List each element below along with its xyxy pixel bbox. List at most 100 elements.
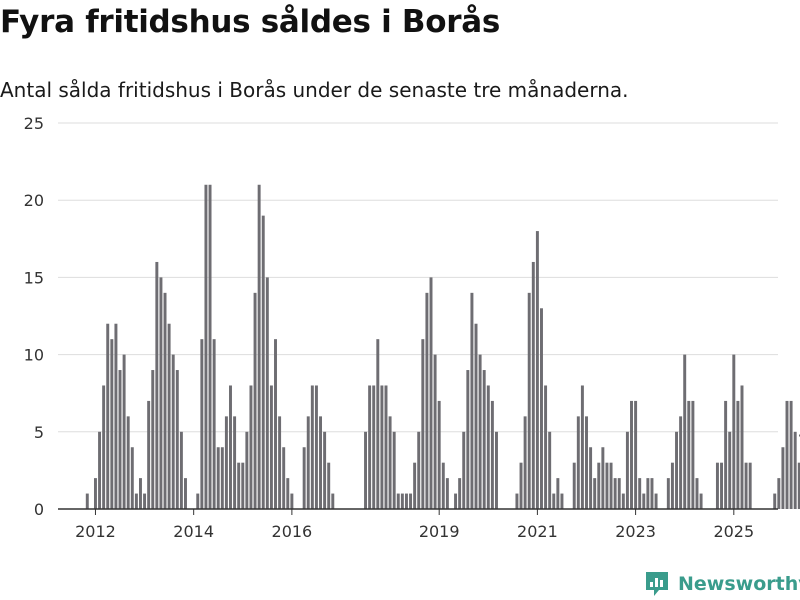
bar — [613, 478, 617, 509]
bar — [314, 385, 318, 509]
y-tick-label: 0 — [34, 500, 44, 519]
bar — [462, 431, 466, 509]
x-tick-label: 2025 — [713, 522, 754, 541]
bar — [621, 493, 625, 509]
bar — [642, 493, 646, 509]
bar — [130, 447, 134, 509]
bar — [392, 431, 396, 509]
bar — [441, 462, 445, 509]
bar — [576, 416, 580, 509]
bar — [229, 385, 232, 509]
bar — [748, 462, 752, 509]
bar — [617, 478, 621, 509]
bar — [126, 416, 130, 509]
bar — [200, 339, 204, 509]
x-tick-label: 2021 — [517, 522, 558, 541]
bar — [666, 478, 670, 509]
bar — [118, 370, 122, 509]
bar — [495, 431, 498, 509]
data-label: 4 — [799, 425, 800, 443]
bar — [785, 400, 789, 509]
bar — [376, 339, 380, 509]
axes: 051015202542012201420162019202120232025 — [24, 114, 800, 541]
bar — [486, 385, 490, 509]
bar — [638, 478, 642, 509]
bar — [204, 184, 208, 509]
bar — [425, 292, 429, 509]
bar — [552, 493, 556, 509]
bar — [515, 493, 519, 509]
bar — [208, 184, 212, 509]
bar — [388, 416, 392, 509]
bar — [257, 184, 261, 509]
chart-subtitle: Antal sålda fritidshus i Borås under de … — [0, 78, 629, 102]
x-tick-label: 2023 — [615, 522, 656, 541]
bar — [282, 447, 286, 509]
x-tick-label: 2016 — [272, 522, 313, 541]
bar — [777, 478, 781, 509]
bar — [601, 447, 605, 509]
bar — [102, 385, 106, 509]
bar — [699, 493, 703, 509]
bar — [650, 478, 654, 509]
bar — [429, 277, 433, 509]
bar — [715, 462, 719, 509]
bar — [646, 478, 650, 509]
bar — [421, 339, 425, 509]
bar — [151, 370, 155, 509]
bar — [269, 385, 273, 509]
y-tick-label: 25 — [24, 114, 44, 133]
y-tick-label: 10 — [24, 346, 44, 365]
bar — [364, 431, 368, 509]
bar — [589, 447, 593, 509]
bar — [728, 431, 732, 509]
bar — [249, 385, 253, 509]
bar — [580, 385, 584, 509]
bar — [593, 478, 597, 509]
bar — [773, 493, 777, 509]
bar — [404, 493, 408, 509]
bar — [159, 277, 163, 509]
bar — [237, 462, 241, 509]
bar — [302, 447, 306, 509]
bar — [93, 478, 97, 509]
bar — [175, 370, 179, 509]
bar — [241, 462, 245, 509]
bar — [679, 416, 683, 509]
y-tick-label: 20 — [24, 191, 44, 210]
bar — [691, 400, 695, 509]
bar — [740, 385, 744, 509]
bar — [470, 292, 474, 509]
bar — [695, 478, 699, 509]
bar — [458, 478, 462, 509]
bar — [478, 354, 482, 509]
bar — [216, 447, 220, 509]
bar — [278, 416, 282, 509]
bar — [179, 431, 183, 509]
bar — [417, 431, 421, 509]
bar — [409, 493, 413, 509]
bar — [482, 370, 486, 509]
bar — [535, 231, 539, 509]
bar — [720, 462, 724, 509]
bar — [437, 400, 441, 509]
bar — [368, 385, 372, 509]
bar — [310, 385, 314, 509]
bar — [609, 462, 613, 509]
bar — [167, 323, 171, 509]
bar — [233, 416, 237, 509]
bar — [597, 462, 601, 509]
bar — [290, 493, 294, 509]
newsworthy-brand[interactable]: Newsworthy — [644, 570, 800, 598]
bar — [781, 447, 785, 509]
bar — [265, 277, 269, 509]
bar — [732, 354, 736, 509]
bar — [380, 385, 384, 509]
y-tick-label: 15 — [24, 268, 44, 287]
bar — [630, 400, 633, 509]
bar — [98, 431, 102, 509]
bar — [184, 478, 187, 509]
newsworthy-logo-icon — [646, 572, 668, 596]
bar — [544, 385, 548, 509]
bar — [143, 493, 147, 509]
